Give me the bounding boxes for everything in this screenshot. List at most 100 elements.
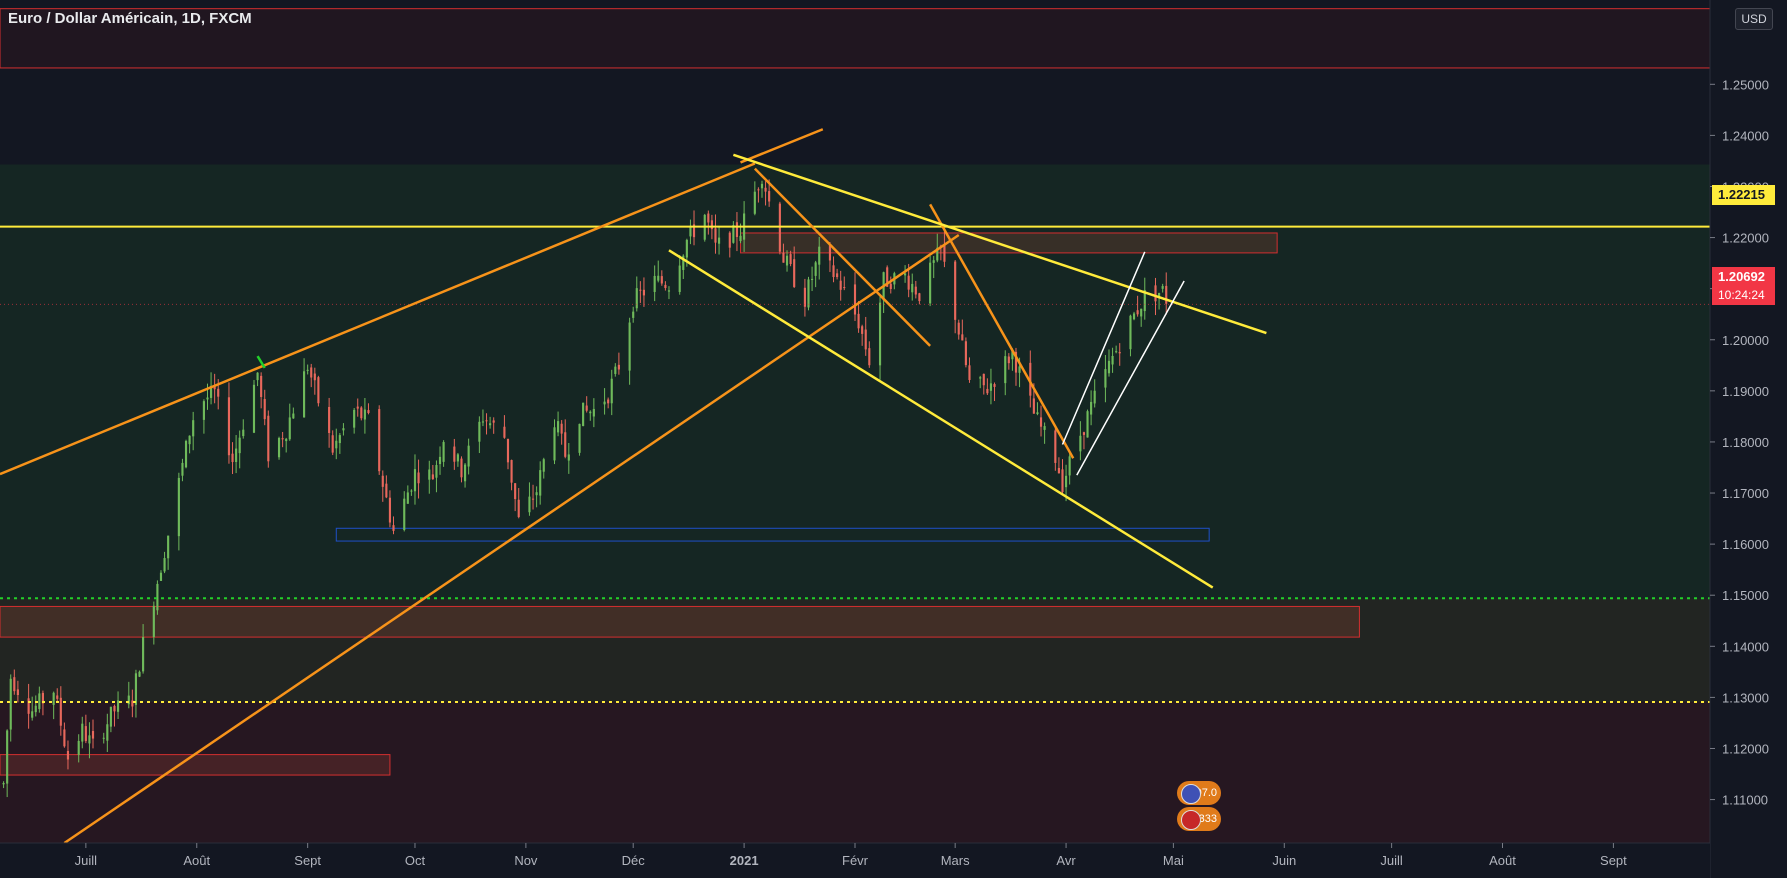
candle-body: [442, 442, 445, 462]
candle-body: [814, 262, 817, 276]
candle-body: [256, 372, 259, 381]
price-tick-label: 1.15000: [1722, 588, 1769, 603]
candle-body: [217, 388, 220, 397]
zone-rectangle: [335, 527, 1210, 542]
candle-body: [793, 259, 796, 287]
candle-body: [413, 469, 417, 492]
candle-body: [560, 423, 563, 434]
candle-body: [603, 401, 606, 405]
currency-button[interactable]: USD: [1735, 8, 1773, 30]
candle-body: [134, 673, 138, 705]
candle-body: [986, 388, 989, 394]
candle-body: [514, 483, 517, 500]
candle-body: [152, 605, 155, 638]
candle-body: [13, 677, 16, 692]
candle-body: [564, 432, 567, 457]
candle-body: [635, 288, 638, 309]
candle-body: [1158, 293, 1161, 297]
candle-body: [353, 409, 356, 428]
us-flag-icon: [1181, 810, 1201, 830]
candle-body: [388, 497, 392, 523]
candle-body: [285, 438, 288, 442]
candle-body: [478, 421, 481, 442]
trend-line: [0, 162, 756, 476]
candle-body: [832, 265, 835, 278]
trend-line: [1061, 251, 1146, 445]
candle-body: [678, 265, 681, 292]
candle-body: [81, 723, 84, 742]
economic-event-us[interactable]: 6.333: [1177, 807, 1221, 831]
candle-body: [789, 254, 792, 264]
time-tick-label: Mai: [1163, 853, 1184, 868]
candle-body: [1090, 401, 1093, 415]
candle-body: [692, 224, 696, 238]
candle-body: [764, 187, 767, 192]
candle-body: [639, 289, 642, 291]
candle-body: [785, 255, 789, 266]
candle-body: [889, 283, 892, 290]
level-price-badge: 1.22215: [1712, 185, 1775, 205]
candle-body: [381, 475, 384, 487]
candle-body: [367, 410, 370, 414]
candle-body: [335, 440, 338, 449]
candle-body: [31, 711, 34, 718]
candle-body: [1086, 411, 1089, 438]
candle-body: [288, 417, 291, 440]
candle-body: [1043, 426, 1046, 430]
candle-body: [328, 406, 331, 433]
candle-body: [989, 383, 993, 391]
candle-body: [1014, 351, 1018, 373]
candle-body: [907, 275, 910, 290]
candle-body: [589, 411, 592, 414]
candle-body: [610, 378, 613, 404]
candle-body: [617, 364, 620, 370]
candle-body: [836, 273, 839, 278]
candle-body: [993, 384, 996, 387]
candle-body: [1068, 456, 1071, 476]
candle-body: [52, 692, 55, 705]
price-tick-label: 1.20000: [1722, 333, 1769, 348]
candle-body: [410, 490, 413, 492]
candle-body: [392, 525, 395, 531]
candle-body: [557, 421, 560, 433]
candle-body: [438, 456, 442, 465]
candle-body: [510, 460, 513, 483]
candle-body: [1029, 362, 1032, 396]
zone-rectangle: [0, 605, 1360, 638]
candle-body: [1111, 355, 1114, 365]
candle-body: [489, 423, 492, 426]
candle-body: [653, 275, 656, 292]
candle-body: [156, 583, 159, 611]
candle-body: [417, 472, 420, 484]
economic-event-eu[interactable]: 107.0: [1177, 781, 1221, 805]
candle-body: [839, 280, 842, 290]
candle-body: [231, 453, 234, 463]
candle-body: [535, 492, 538, 496]
candle-body: [431, 474, 434, 480]
candle-body: [904, 273, 907, 276]
candle-body: [592, 408, 595, 417]
candle-body: [6, 730, 9, 784]
candle-body: [1007, 356, 1010, 364]
time-tick-label: Févr: [842, 853, 869, 868]
candle-body: [9, 678, 12, 730]
time-tick-label: Juill: [75, 853, 98, 868]
candle-body: [957, 322, 960, 335]
trend-line: [740, 128, 824, 164]
candle-body: [807, 279, 810, 308]
candle-body: [657, 275, 660, 281]
last-price-badge: 1.20692: [1712, 267, 1775, 287]
candle-body: [428, 469, 431, 480]
candle-body: [868, 348, 871, 366]
candle-body: [435, 465, 438, 478]
candle-body: [456, 454, 459, 462]
candle-body: [828, 244, 832, 261]
candle-body: [1104, 369, 1107, 388]
candle-body: [16, 689, 19, 696]
candle-body: [843, 287, 846, 289]
time-tick-label: Sept: [1600, 853, 1627, 868]
candle-body: [363, 409, 366, 420]
candle-body: [1079, 435, 1082, 452]
